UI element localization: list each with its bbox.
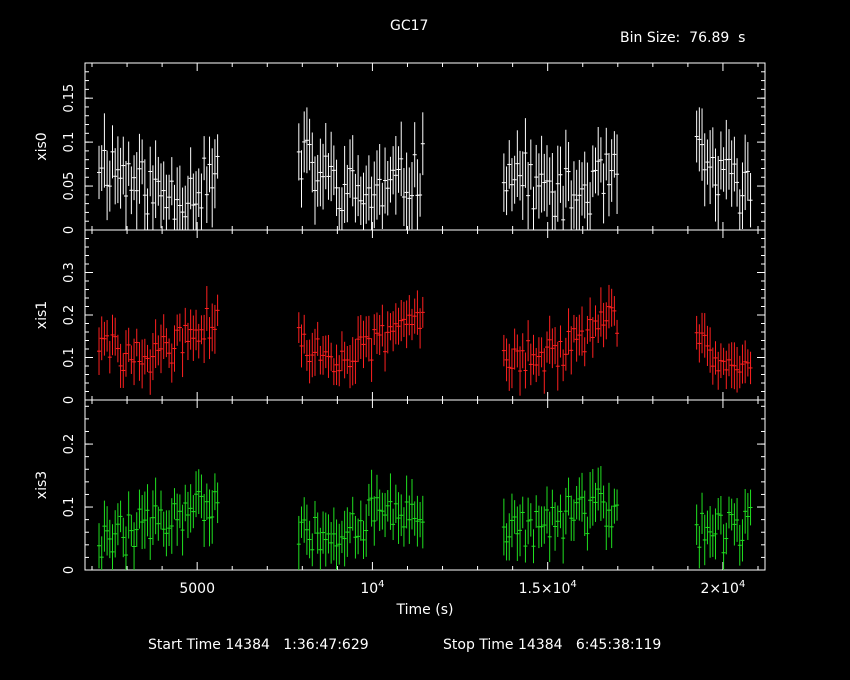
x-tick-label: 1.5×104 [519,579,577,597]
x-axis-label: Time (s) [396,602,454,618]
chart-title: GC17 [390,18,429,34]
y-tick-label: 0 [62,226,77,234]
y-axis-label-xis1: xis1 [34,301,50,329]
y-tick-label: 0.2 [62,305,77,326]
x-tick-label: 5000 [179,581,215,597]
x-axis: 5000 104 1.5×104 2×104 Time (s) [179,579,745,618]
y-tick-label: 0 [62,396,77,404]
y-tick-label: 0 [62,566,77,574]
panel-frame [84,229,766,401]
panel-xis1: 0 0.1 0.2 0.3 xis1 [34,229,766,404]
panel-frame [84,399,766,571]
panel-xis3: 0 0.1 0.2 xis3 [34,399,766,574]
y-axis-label-xis3: xis3 [34,471,50,499]
y-tick-label: 0.15 [62,84,77,113]
y-tick-label: 0.2 [62,434,77,455]
y-tick-label: 0.1 [62,132,77,153]
x-tick-label: 104 [360,579,384,597]
panel-xis0: 0 0.05 0.1 0.15 xis0 [34,62,766,234]
stop-time-label: Stop Time 14384 6:45:38:119 [443,637,662,653]
y-tick-label: 0.1 [62,347,77,368]
start-time-label: Start Time 14384 1:36:47:629 [148,637,369,653]
y-tick-label: 0.1 [62,497,77,518]
y-tick-label: 0.05 [62,172,77,201]
y-axis-label-xis0: xis0 [34,132,50,160]
y-tick-label: 0.3 [62,262,77,283]
x-tick-label: 2×104 [701,579,746,597]
bin-size-label: Bin Size: 76.89 s [620,30,746,46]
panel-frame [84,62,766,231]
